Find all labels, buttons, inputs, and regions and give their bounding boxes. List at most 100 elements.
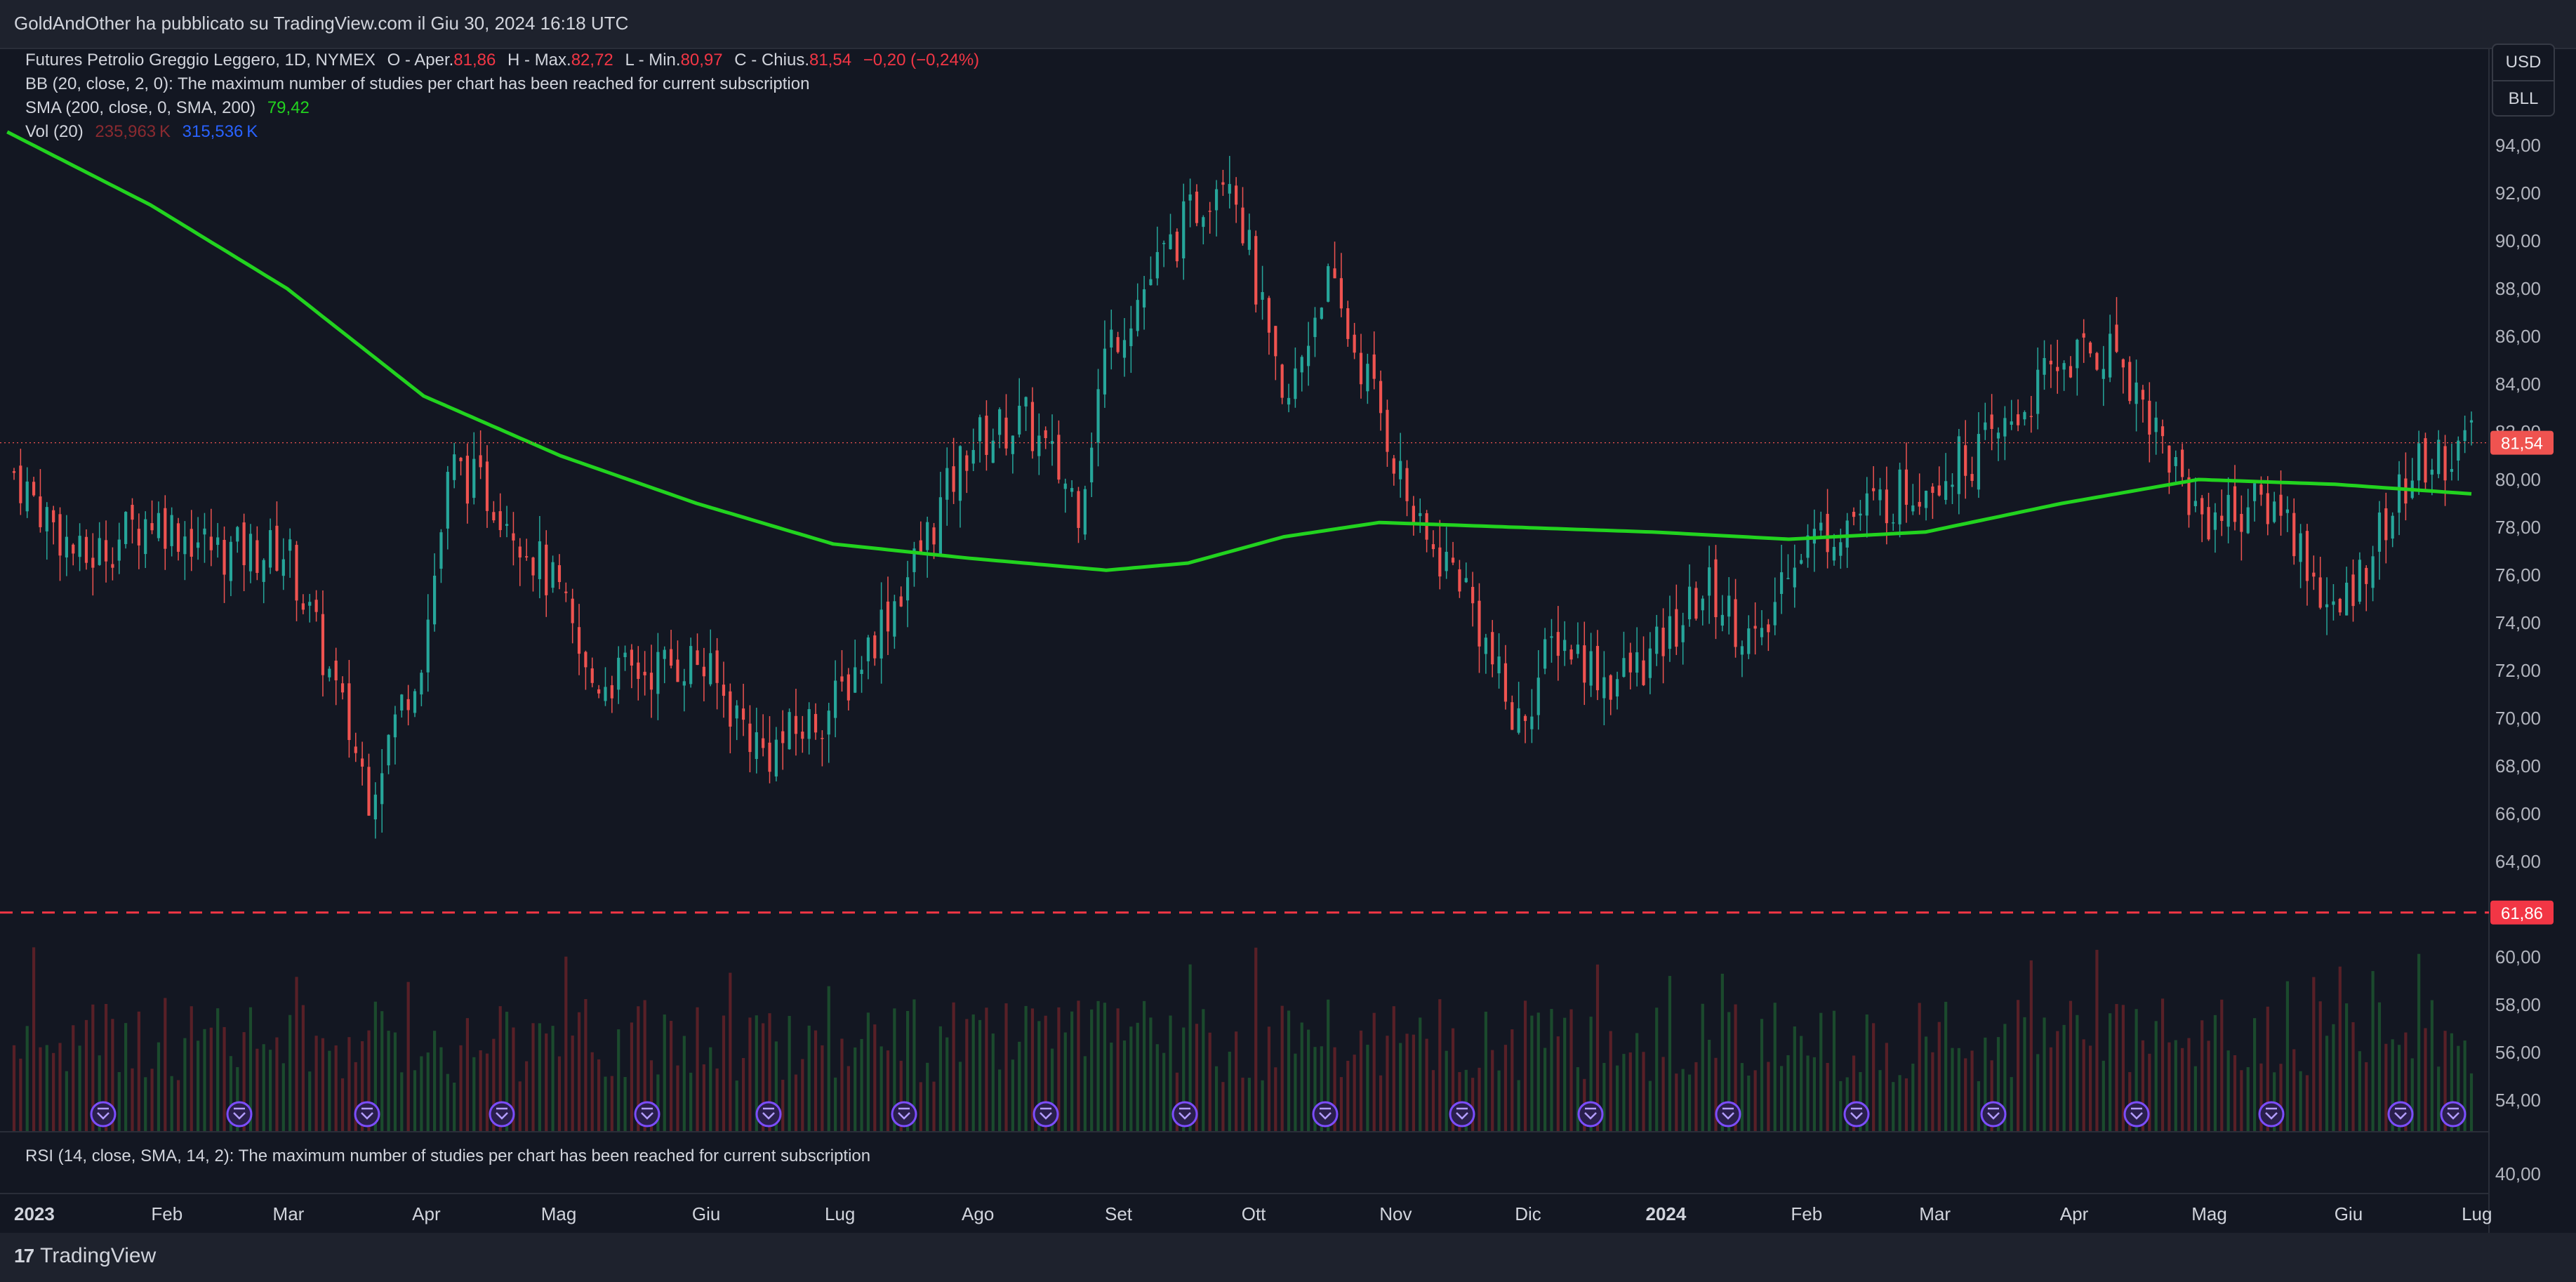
candle-body [1386, 409, 1389, 452]
candle-body [932, 527, 936, 545]
volume-bar [1294, 1053, 1297, 1132]
tradingview-logo-icon: 17 [14, 1245, 34, 1267]
volume-bar [1609, 1031, 1612, 1132]
candle-body [1307, 345, 1310, 366]
candle-body [2384, 508, 2388, 541]
volume-bar [248, 1007, 253, 1132]
legend-close: C - Chius.81,54 [734, 51, 851, 70]
candle-body [715, 650, 719, 683]
volume-bar [104, 1003, 108, 1132]
candle-body [137, 529, 140, 546]
volume-bar [1379, 1075, 1383, 1132]
volume-bar [1057, 1007, 1061, 1132]
candle-body [1221, 182, 1225, 185]
candle-body [2109, 333, 2112, 378]
volume-bar [735, 1081, 738, 1132]
volume-bar [2121, 1005, 2125, 1132]
volume-bar [873, 1024, 877, 1132]
candle-body [1188, 194, 1192, 201]
candle-body [938, 497, 942, 554]
candle-body [19, 465, 22, 503]
volume-bar [288, 1015, 292, 1132]
high-label: H - Max. [507, 51, 571, 70]
candle-body [1977, 434, 1981, 490]
volume-bar [2200, 1020, 2204, 1132]
volume-bar [1812, 1057, 1817, 1132]
x-tick-label: Nov [1379, 1203, 1412, 1224]
y-tick-label: 54,00 [2495, 1090, 2541, 1111]
candle-body [682, 681, 686, 686]
volume-bar [1162, 1052, 1166, 1132]
volume-bar [926, 1062, 929, 1132]
candle-body [1668, 616, 1672, 649]
unit-label[interactable]: BLL [2493, 80, 2554, 117]
volume-bar [1116, 1008, 1120, 1132]
candle-body [2016, 414, 2020, 425]
candle-body [1970, 474, 1974, 481]
y-tick-label: 64,00 [2495, 851, 2541, 872]
candle-body [426, 619, 430, 673]
candle-body [2207, 507, 2210, 540]
candle-body [2397, 474, 2401, 513]
candle-body [1044, 430, 1047, 439]
volume-bar [564, 956, 568, 1132]
volume-bar [991, 1033, 995, 1132]
volume-bar [584, 999, 587, 1132]
legend-vol: Vol (20) 235,963 K 315,536 K [25, 122, 265, 142]
volume-bar [446, 1073, 449, 1132]
candle-body [1030, 402, 1035, 451]
candle-body [12, 471, 16, 473]
candle-body [781, 731, 785, 744]
candle-body [32, 482, 36, 496]
y-tick-label: 88,00 [2495, 278, 2541, 299]
candle-body [998, 409, 1002, 435]
candle-body [203, 528, 206, 535]
volume-bar [328, 1050, 331, 1132]
candle-body [1096, 389, 1100, 443]
volume-bar [1793, 1026, 1796, 1132]
candle-body [905, 577, 910, 601]
x-tick-label: Mar [273, 1203, 305, 1224]
volume-bar [702, 1064, 706, 1132]
currency-label[interactable]: USD [2505, 53, 2542, 72]
dividend-event-icon [891, 1101, 917, 1128]
volume-bar [2141, 1040, 2145, 1132]
candle-body [1175, 231, 1179, 262]
volume-bar [1254, 947, 1258, 1132]
candle-body [886, 601, 890, 632]
volume-bar [439, 1047, 443, 1132]
volume-bar [197, 1040, 200, 1132]
volume-bar [2391, 1039, 2394, 1132]
volume-bar [1090, 1009, 1094, 1132]
event-arrow-icon [1584, 1107, 1597, 1120]
candle-body [453, 454, 456, 480]
candle-body [676, 659, 679, 682]
low-label: L - Min. [625, 51, 681, 70]
volume-bar [729, 972, 732, 1132]
price-units[interactable]: USD BLL [2492, 44, 2555, 117]
volume-bar [1681, 1069, 1685, 1132]
candle-body [288, 539, 292, 551]
candle-body [2213, 512, 2217, 530]
candle-body [1491, 632, 1494, 665]
volume-bar [623, 1077, 627, 1132]
candle-body [965, 455, 969, 471]
candle-body [1543, 639, 1547, 669]
volume-bar [2259, 1063, 2263, 1132]
volume-bar [938, 1026, 942, 1132]
tradingview-logo[interactable]: 17 TradingView [14, 1244, 156, 1268]
candle-body [1996, 432, 2000, 439]
candle-body [393, 714, 397, 738]
candle-body [2088, 342, 2092, 354]
volume-bar [1261, 1080, 1264, 1132]
candle-body [387, 734, 390, 766]
candle-body [197, 542, 200, 548]
candle-body [176, 523, 180, 552]
dividend-event-icon [1033, 1101, 1059, 1128]
volume-bar [32, 947, 36, 1132]
candle-body [584, 652, 587, 668]
volume-bar [1431, 1070, 1435, 1132]
candle-body [866, 637, 870, 661]
candle-body [610, 685, 613, 699]
